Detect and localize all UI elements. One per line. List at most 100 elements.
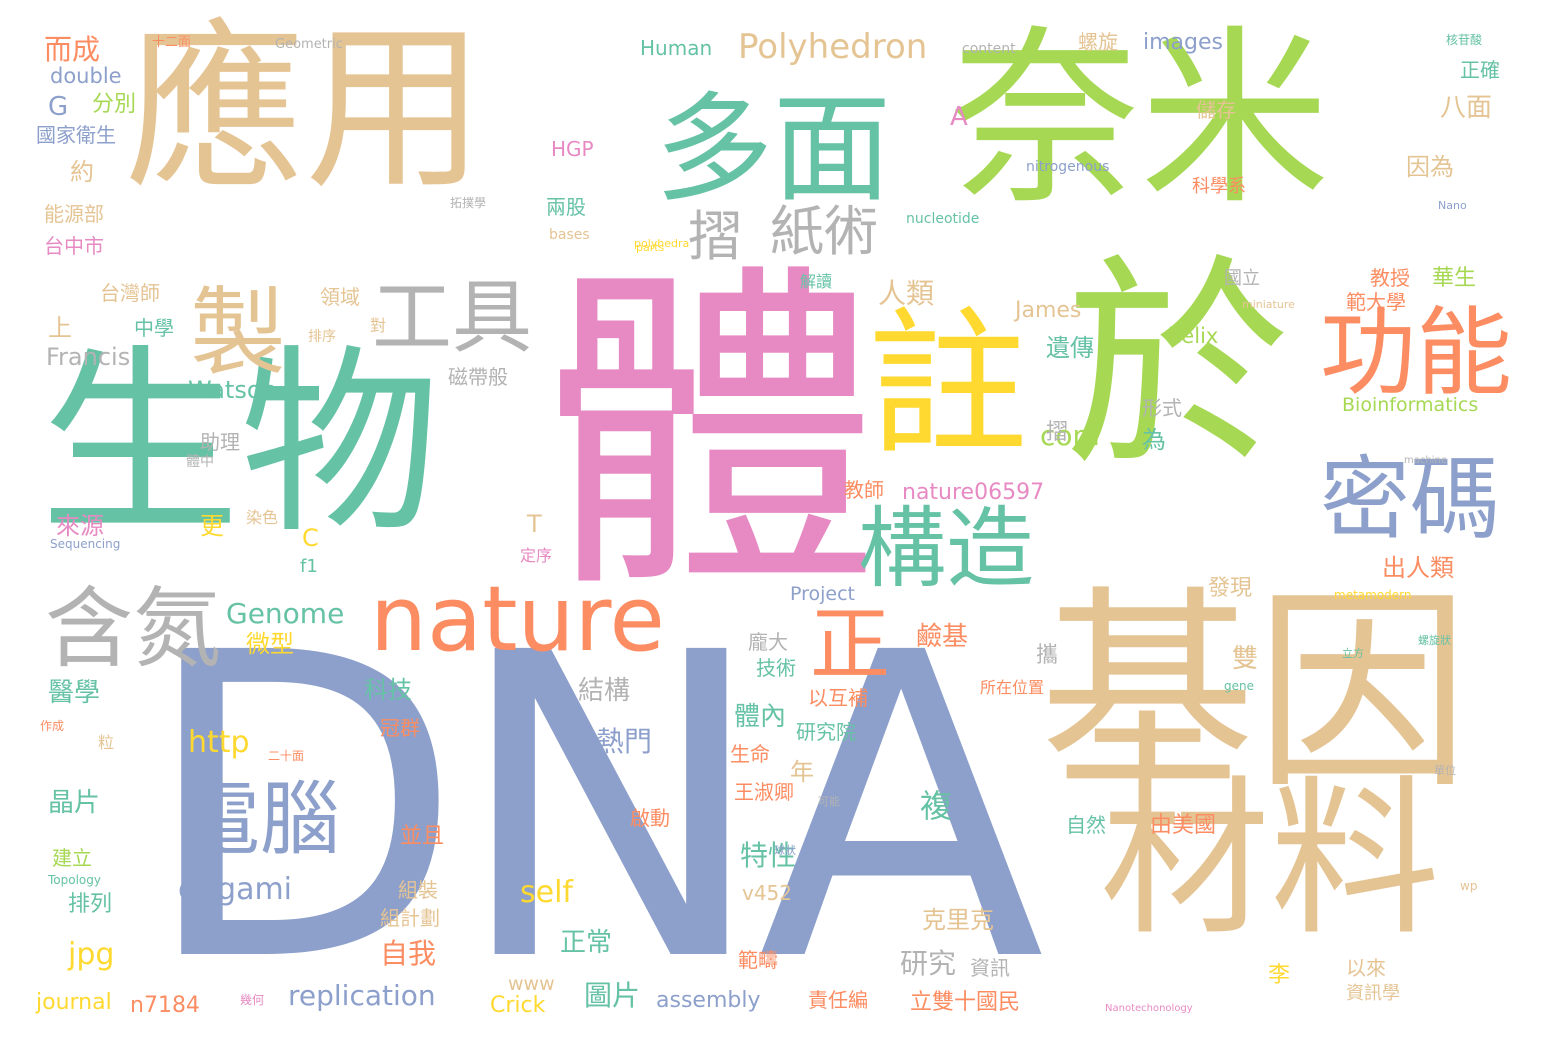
- word-fenbie: 分別: [92, 92, 137, 117]
- word-journal: journal: [36, 990, 112, 1015]
- word-ziran: 自然: [1066, 813, 1106, 837]
- word-tizhong: 體中: [186, 454, 214, 470]
- word-gene: gene: [1224, 679, 1254, 693]
- word-http: http: [188, 725, 250, 760]
- word-lingyu: 領域: [320, 285, 360, 309]
- word-faxian: 發現: [1208, 576, 1253, 601]
- word-xingshi: 形式: [1142, 396, 1182, 420]
- word-jianli: 建立: [52, 846, 92, 870]
- word-guanqun: 冠群: [380, 716, 420, 740]
- word-texing: 特性: [740, 839, 797, 872]
- word-a: A: [950, 102, 968, 132]
- word-self: self: [520, 875, 573, 910]
- word-liangu: 兩股: [546, 195, 586, 219]
- word-double: double: [50, 64, 122, 88]
- word-c: C: [302, 524, 319, 552]
- word-gouzao: 構造: [858, 497, 1035, 600]
- word-topology: Topology: [48, 873, 101, 887]
- word-huasheng: 華生: [1432, 266, 1477, 291]
- word-parts: parts: [636, 241, 665, 254]
- word-origami: origami: [178, 872, 293, 907]
- word-zhengchang: 正常: [560, 928, 613, 958]
- word-bingqie: 並且: [400, 824, 445, 849]
- word-fu: 複: [920, 787, 953, 825]
- word-tuopuxue: 拓撲學: [450, 196, 487, 210]
- word-nano: Nano: [1438, 199, 1467, 212]
- word-li2: 粒: [98, 733, 115, 752]
- word-laiyuan: 來源: [56, 512, 104, 540]
- word-yanjiuyuan: 研究院: [796, 720, 856, 744]
- word-nucleotide: nucleotide: [906, 211, 980, 227]
- word-qidong: 啟動: [630, 806, 670, 830]
- word-lishuangshiguomin: 立雙十國民: [910, 990, 1021, 1015]
- word-kexuexi: 科學系: [1192, 176, 1246, 197]
- word-zhi: 製: [190, 277, 286, 389]
- word-luoxuanzhuang: 螺旋狀: [1418, 634, 1451, 647]
- word-danwei: 單位: [1434, 764, 1456, 777]
- word-helix: helix: [1168, 324, 1219, 348]
- word-cailiao: 材料: [1100, 761, 1441, 959]
- word-yanjiu: 研究: [900, 947, 957, 980]
- word-zhengque: 正確: [1460, 58, 1500, 82]
- word-churenlei: 出人類: [1382, 554, 1454, 582]
- word-yinwei: 因為: [1406, 153, 1454, 181]
- word-f1: f1: [300, 556, 318, 577]
- word-jihe: 幾何: [240, 993, 265, 1007]
- word-v452: v452: [742, 881, 793, 905]
- word-yue: 約: [70, 158, 94, 186]
- word-keneng: 可能: [818, 795, 840, 808]
- word-li: 李: [1268, 963, 1291, 988]
- word-zuocheng: 作成: [40, 719, 65, 733]
- word-diannao: 電腦: [180, 773, 340, 866]
- word-t: T: [527, 510, 542, 538]
- word-nature: nature: [370, 567, 665, 672]
- word-luoxuan: 螺旋: [1078, 30, 1118, 54]
- word-ranse: 染色: [246, 508, 279, 527]
- word-james: James: [1015, 298, 1082, 323]
- word-hegansuan: 核苷酸: [1446, 33, 1483, 47]
- word-zhongxue: 中學: [134, 316, 174, 340]
- word-pailie: 排列: [68, 892, 113, 917]
- word-com: com: [1040, 419, 1100, 452]
- word-zuzhuang: 組裝: [398, 878, 438, 902]
- word-ti: 體: [540, 237, 880, 633]
- word-geometric: Geometric: [275, 37, 343, 52]
- word-chucun: 儲存: [1196, 98, 1236, 122]
- word-zujihua: 組計劃: [380, 906, 440, 930]
- word-jpg: jpg: [68, 937, 115, 972]
- word-jiaoshou: 教授: [1370, 266, 1410, 290]
- word-yingyong: 應用: [125, 5, 486, 214]
- word-zixunxue: 資訊學: [1346, 983, 1400, 1004]
- word-machine: machine: [1404, 455, 1447, 466]
- word-jiaoshi: 教師: [844, 478, 884, 502]
- word-taizhongshi: 台中市: [44, 234, 104, 258]
- word-keji: 科技: [364, 676, 412, 704]
- word-project: Project: [790, 583, 856, 605]
- word-yihubu: 以互補: [808, 686, 868, 710]
- word-bases: bases: [549, 227, 590, 243]
- word-cidaiban: 磁帶般: [448, 365, 508, 389]
- word-ziwo: 自我: [380, 937, 437, 970]
- word-fandaxue: 範大學: [1346, 290, 1406, 314]
- word-n7184: n7184: [130, 993, 200, 1018]
- word-bioinformatics: Bioinformatics: [1342, 394, 1479, 416]
- word-dingxu: 定序: [520, 546, 553, 565]
- word-wei: 為: [1142, 426, 1166, 454]
- word-shiermian: 十二面: [152, 35, 192, 50]
- word-wangshuqing: 王淑卿: [734, 780, 794, 804]
- word-qiuzhuang: 球狀: [774, 844, 796, 857]
- word-jiegou: 結構: [578, 676, 631, 706]
- word-zheng: 正: [810, 598, 890, 691]
- word-shuang: 雙: [1232, 644, 1259, 674]
- word-genome: Genome: [226, 597, 345, 630]
- word-tupian: 圖片: [584, 979, 641, 1012]
- word-ershimian: 二十面: [268, 749, 305, 763]
- word-dna: DNA: [140, 565, 1045, 1052]
- word-xie: 攜: [1036, 643, 1059, 668]
- word-www: www: [508, 973, 555, 995]
- word-content: content: [962, 41, 1016, 57]
- word-shengming: 生命: [730, 742, 770, 766]
- word-dui: 對: [370, 316, 387, 335]
- word-shang: 上: [48, 314, 72, 342]
- word-jiyin: 基因: [1040, 567, 1470, 818]
